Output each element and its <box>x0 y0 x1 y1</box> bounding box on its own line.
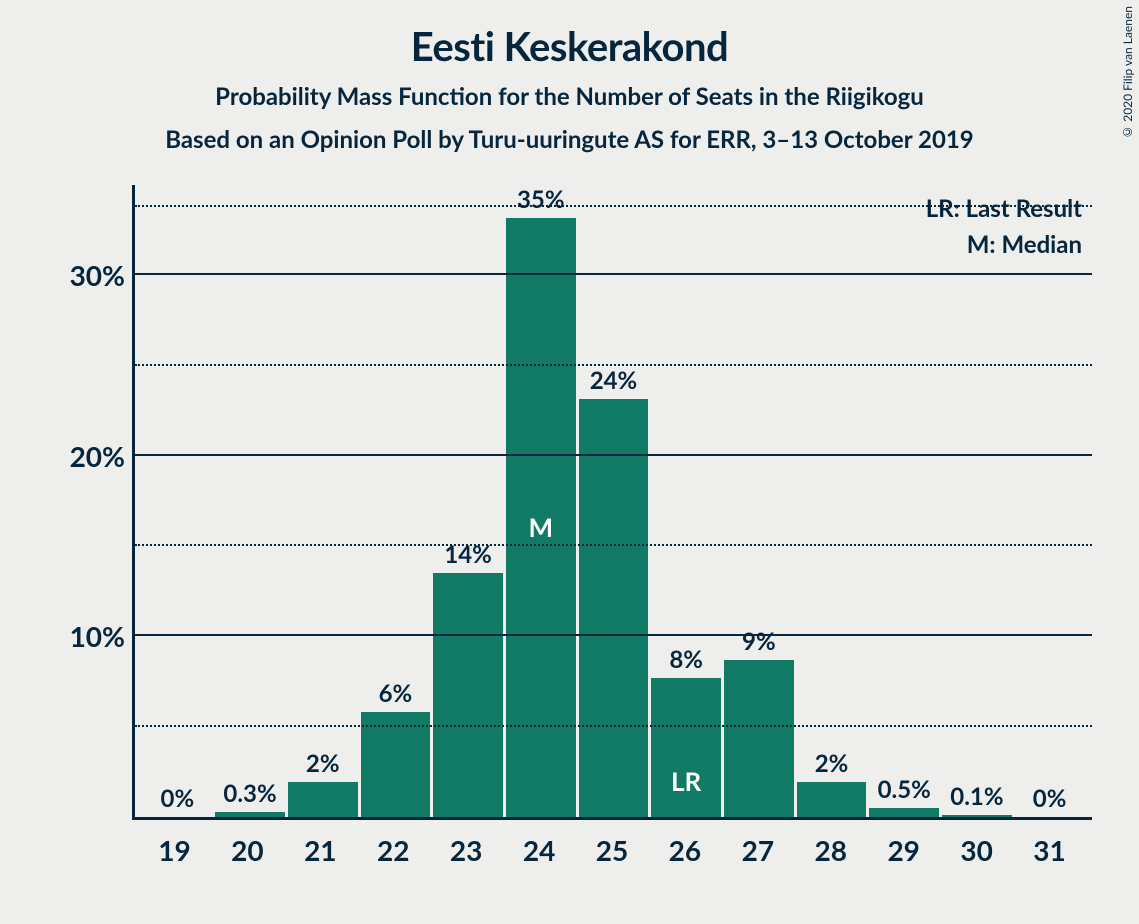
gridline-major: 30% <box>135 273 1092 275</box>
y-tick-label: 30% <box>70 258 135 292</box>
bar-slot: 2% <box>286 185 359 817</box>
gridline-major: 20% <box>135 454 1092 456</box>
legend-lr: LR: Last Result <box>926 191 1082 227</box>
bar <box>942 815 1012 817</box>
gridline-minor <box>135 725 1092 727</box>
x-tick-label: 21 <box>284 825 357 867</box>
legend: LR: Last Result M: Median <box>926 191 1082 263</box>
chart-title: Eesti Keskerakond <box>0 22 1139 70</box>
legend-m: M: Median <box>926 227 1082 263</box>
bar-slot: 8% LR <box>650 185 723 817</box>
bar-value-label: 0% <box>1033 784 1067 813</box>
median-marker: M <box>528 511 553 543</box>
y-tick-label: 10% <box>70 619 135 653</box>
bar-slot: 0% <box>1013 185 1086 817</box>
plot-region: LR: Last Result M: Median 0%0.3%2%6%14%3… <box>132 185 1092 820</box>
bar-slot: 0.3% <box>214 185 287 817</box>
bar <box>797 782 867 817</box>
x-axis: 19202122232425262728293031 <box>132 825 1092 867</box>
x-tick-label: 29 <box>867 825 940 867</box>
gridline-minor <box>135 364 1092 366</box>
gridline-major: 10% <box>135 634 1092 636</box>
bar <box>288 782 358 817</box>
bar-value-label: 2% <box>815 749 849 778</box>
bar <box>579 399 649 817</box>
x-tick-label: 24 <box>503 825 576 867</box>
bar: M <box>506 218 576 817</box>
bar-slot: 0.5% <box>868 185 941 817</box>
x-tick-label: 26 <box>648 825 721 867</box>
credit-text: © 2020 Filip van Laenen <box>1120 6 1135 140</box>
bar <box>724 660 794 817</box>
x-tick-label: 30 <box>940 825 1013 867</box>
x-tick-label: 31 <box>1013 825 1086 867</box>
bar-slot: 0% <box>141 185 214 817</box>
chart-subtitle-2: Based on an Opinion Poll by Turu-uuringu… <box>0 125 1139 154</box>
x-tick-label: 20 <box>211 825 284 867</box>
bar-slot: 14% <box>432 185 505 817</box>
bar-value-label: 0.3% <box>223 779 276 808</box>
bar <box>869 808 939 817</box>
bar-value-label: 2% <box>306 749 340 778</box>
y-tick-label: 20% <box>70 439 135 473</box>
chart-area: LR: Last Result M: Median 0%0.3%2%6%14%3… <box>50 185 1100 885</box>
bar <box>215 812 285 817</box>
bar-value-label: 0% <box>161 784 195 813</box>
bar-value-label: 6% <box>379 679 413 708</box>
bars-container: 0% 0.3% 2% 6% 14% 35% M 24% 8% LR 9% 2% 0.5% 0.1% 0% <box>135 185 1092 817</box>
bar <box>361 712 431 817</box>
bar <box>433 573 503 817</box>
bar-slot: 2% <box>795 185 868 817</box>
x-tick-label: 19 <box>138 825 211 867</box>
last-result-marker: LR <box>671 765 701 797</box>
bar-value-label: 9% <box>742 627 776 656</box>
bar-value-label: 8% <box>669 645 703 674</box>
x-tick-label: 25 <box>576 825 649 867</box>
bar-value-label: 35% <box>517 185 565 214</box>
bar: LR <box>651 678 721 817</box>
bar-slot: 0.1% <box>941 185 1014 817</box>
x-tick-label: 28 <box>794 825 867 867</box>
chart-subtitle: Probability Mass Function for the Number… <box>0 82 1139 111</box>
bar-value-label: 24% <box>590 366 638 395</box>
x-tick-label: 27 <box>721 825 794 867</box>
bar-slot: 24% <box>577 185 650 817</box>
chart-titles: Eesti Keskerakond Probability Mass Funct… <box>0 0 1139 154</box>
bar-slot: 35% M <box>504 185 577 817</box>
x-tick-label: 22 <box>357 825 430 867</box>
bar-value-label: 0.1% <box>950 782 1003 811</box>
x-tick-label: 23 <box>430 825 503 867</box>
bar-slot: 6% <box>359 185 432 817</box>
bar-slot: 9% <box>723 185 796 817</box>
gridline-minor <box>135 544 1092 546</box>
bar-value-label: 0.5% <box>878 775 931 804</box>
